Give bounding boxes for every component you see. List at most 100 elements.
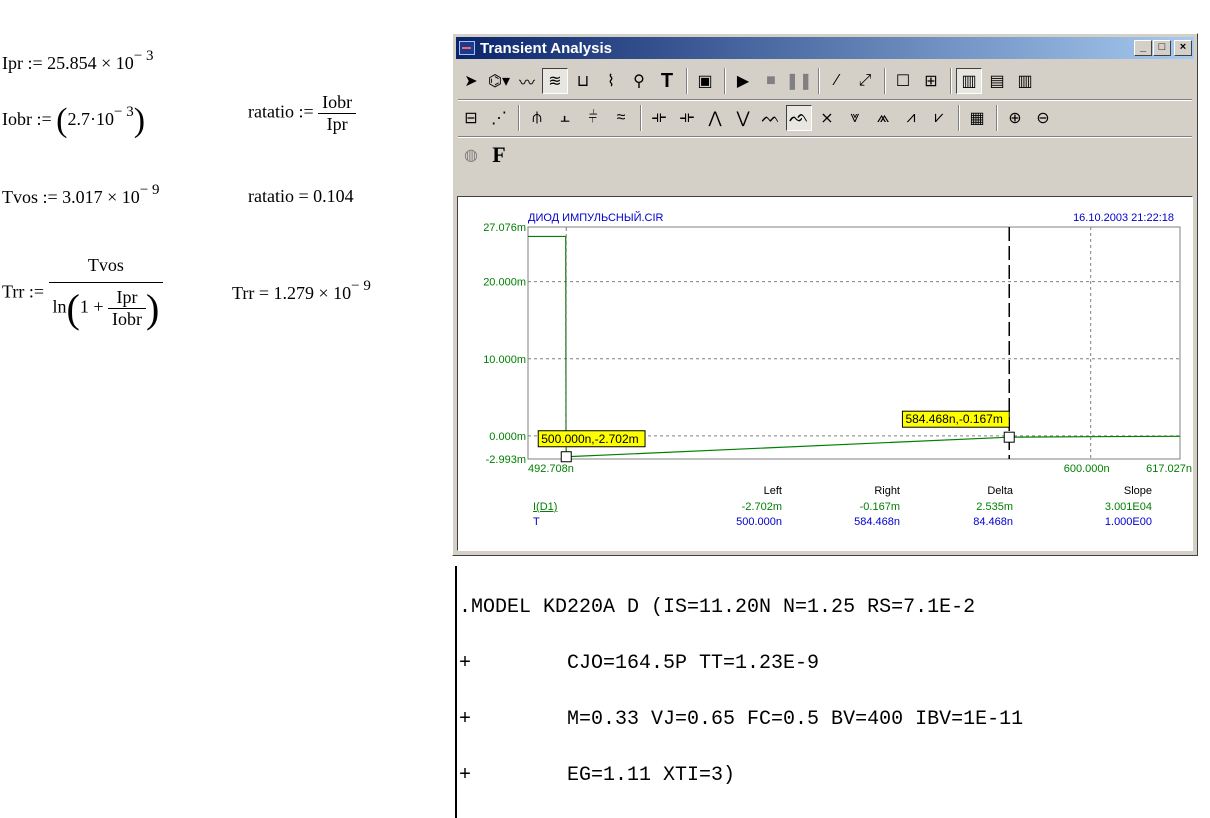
assign-op: := (28, 281, 45, 302)
window-title: Transient Analysis (480, 39, 612, 57)
cursor-high-icon[interactable]: ⫩ (588, 109, 598, 126)
netlist-line: .MODEL KD220A D (IS=11.20N N=1.25 RS=7.1… (459, 596, 976, 619)
t-left-value: 500.000n (736, 516, 782, 528)
iobr-mantissa: 2.7·10 (67, 109, 114, 130)
toolbar-separator (518, 105, 520, 131)
tvos-mantissa: 3.017 × 10 (62, 187, 140, 207)
id1-slope-value: 3.001E04 (1104, 501, 1152, 513)
baseline-icon[interactable]: ⊟ (464, 110, 478, 127)
global-high-icon[interactable]: ⩔ (850, 109, 860, 126)
scatter-icon[interactable]: ⋰ (491, 110, 507, 127)
ipr-exponent: − 3 (133, 48, 154, 64)
zoom-out-icon[interactable]: ⊖ (1036, 110, 1050, 127)
inner-numerator: Ipr (116, 287, 138, 307)
y-tick-label: 10.000m (483, 354, 526, 366)
maximize-button[interactable]: □ (1153, 40, 1171, 56)
cursor-next-icon[interactable]: ⫛ (532, 109, 542, 126)
assign-op: := (27, 53, 43, 73)
bottom-icon[interactable]: ⩗ (934, 109, 944, 126)
ratatio-lhs: ratatio (248, 186, 294, 206)
open-paren: ( (66, 286, 80, 331)
horizontal-grid-icon[interactable]: ▤ (989, 73, 1005, 90)
select-arrow-icon[interactable]: ➤ (464, 73, 478, 90)
netlist-line: + EG=1.11 XTI=3) (459, 764, 736, 787)
right-cursor-marker (1003, 431, 1015, 443)
line-icon[interactable]: ∕ (835, 72, 839, 89)
disc-icon[interactable]: ◍ (464, 147, 478, 164)
inner-fraction: Ipr Iobr (108, 287, 147, 330)
text-tool-icon[interactable]: T (660, 69, 674, 92)
global-low-icon[interactable]: ⩕ (876, 109, 890, 126)
run-icon[interactable]: ▶ (736, 73, 750, 90)
tvos-definition: Tvos := 3.017 × 10− 9 (2, 182, 160, 208)
fraction-denominator: ln(1 + Ipr Iobr ) (48, 282, 164, 332)
cursor-tool-icon[interactable]: ⌇ (607, 73, 615, 90)
vertical-grid-icon[interactable]: ▥ (1017, 73, 1033, 90)
x-tick-label: 492.708n (528, 463, 574, 475)
valley-icon[interactable]: ⋁ (736, 110, 750, 127)
tag-tool-icon[interactable]: ⚲ (633, 73, 645, 90)
series-line-id1 (528, 235, 1181, 458)
fraction-numerator: Iobr (322, 92, 353, 112)
trr-exponent: − 9 (351, 278, 371, 294)
toolbar-row-2: ⊟ ⋰ ⫛ ⫠ ⫩ ≈ ⟛ ⟛ ⋀ ⋁ ᨓ ᨒ ⨯ ⩔ ⩕ ⩘ ⩗ ▦ ⊕ ⊖ (458, 100, 1192, 137)
plot-frame (527, 226, 1181, 460)
trr-fraction: Tvos ln(1 + Ipr Iobr ) (48, 255, 164, 332)
toolbar-row-3: ◍ F (458, 137, 1192, 173)
stop-icon[interactable]: ■ (766, 72, 776, 89)
iobr-definition: Iobr := (2.7·10− 3) (2, 102, 145, 140)
toolbar-separator (724, 68, 726, 94)
open-paren: ( (56, 102, 68, 139)
transient-plot[interactable]: 27.076m 20.000m 10.000m 0.000m -2.993m492.70… (458, 197, 1192, 550)
toolbar-separator (686, 68, 688, 94)
properties-icon[interactable]: ▣ (697, 73, 713, 90)
inner-denominator: Iobr (108, 308, 147, 330)
waveform-icon[interactable]: ≋ (542, 68, 568, 94)
cursor-header-slope: Slope (1123, 485, 1152, 497)
plot-area[interactable]: 27.076m 20.000m 10.000m 0.000m -2.993m 492.70… (457, 196, 1193, 551)
cursor-header-left: Left (763, 485, 782, 497)
id1-right-value: -0.167m (859, 501, 900, 513)
low-icon[interactable]: ᨒ (786, 105, 812, 131)
right-cursor-label: 584.468n,-0.167m (905, 412, 1002, 426)
netlist-line: + CJO=164.5P TT=1.23E-9 (459, 652, 820, 675)
graph-tool-icon[interactable]: 〰 (518, 75, 535, 92)
cursor-header-right: Right (874, 485, 900, 497)
line-points-icon[interactable]: ⤢ (858, 72, 872, 89)
inflection-icon[interactable]: ⨯ (820, 110, 834, 127)
y-tick-label: 0.000m (489, 431, 526, 443)
title-bar[interactable]: Transient Analysis _ □ × (456, 37, 1194, 59)
grid-icon[interactable]: ⊞ (924, 73, 938, 90)
font-button[interactable]: F (492, 142, 506, 167)
top-icon[interactable]: ⩘ (906, 109, 916, 126)
zoom-in-icon[interactable]: ⊕ (1008, 110, 1022, 127)
peak-icon[interactable]: ⋀ (708, 110, 722, 127)
id1-delta-value: 2.535m (976, 501, 1013, 513)
pause-icon[interactable]: ❚❚ (785, 73, 813, 90)
close-paren: ) (133, 102, 146, 139)
close-button[interactable]: × (1174, 40, 1192, 56)
row-name-id1[interactable]: I(D1) (533, 501, 558, 513)
point-left-icon[interactable]: ⟛ (651, 109, 667, 126)
cursor-low-icon[interactable]: ⫠ (560, 109, 570, 126)
point-right-icon[interactable]: ⟛ (679, 109, 695, 126)
minimize-button[interactable]: _ (1134, 40, 1152, 56)
frame-icon[interactable]: ☐ (895, 73, 911, 90)
equals-op: = (258, 283, 270, 303)
left-cursor-label: 500.000n,-2.702m (541, 432, 638, 446)
cursor-slope-icon[interactable]: ≈ (616, 109, 626, 126)
fine-grid-icon[interactable]: ▥ (956, 68, 982, 94)
scale-menu-icon[interactable]: ⌬▾ (488, 73, 510, 90)
plot-timestamp: 16.10.2003 21:22:18 (1073, 212, 1174, 224)
assign-op: := (42, 187, 58, 207)
toolbar-row-1: ➤ ⌬▾ 〰 ≋ ⊔ ⌇ ⚲ T ▣ ▶ ■ ❚❚ ∕ ⤢ ☐ ⊞ ▥ ▤ ▥ (458, 63, 1192, 100)
trr-result: Trr = 1.279 × 10− 9 (232, 278, 371, 304)
tvos-exponent: − 9 (139, 182, 160, 198)
ratatio-fraction: Iobr Ipr (318, 92, 357, 135)
table-icon[interactable]: ▦ (969, 110, 985, 127)
plot-tool-icon[interactable]: ⊔ (576, 73, 590, 90)
row-name-t: T (533, 516, 540, 528)
one-plus: 1 + (79, 296, 104, 317)
high-icon[interactable]: ᨓ (761, 109, 781, 126)
left-cursor-label-box (537, 430, 646, 448)
